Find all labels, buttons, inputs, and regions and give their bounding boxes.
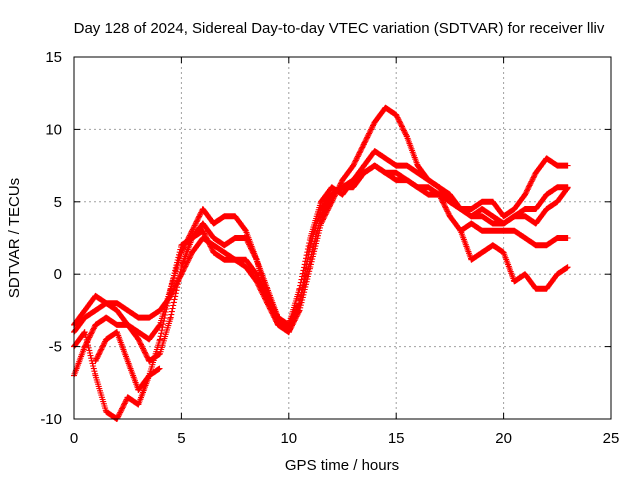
data-points [71, 104, 571, 422]
x-tick-label: 15 [388, 430, 405, 447]
x-tick-label: 5 [177, 430, 185, 447]
x-axis-label: GPS time / hours [285, 457, 399, 474]
x-tick-label: 20 [495, 430, 512, 447]
plot-frame [73, 56, 612, 420]
y-axis-label: SDTVAR / TECUs [6, 178, 23, 298]
y-tick-label: 5 [54, 194, 62, 211]
series-points [71, 104, 571, 365]
y-tick-label: 0 [54, 266, 62, 283]
series-points [457, 227, 571, 292]
chart-title: Day 128 of 2024, Sidereal Day-to-day VTE… [74, 20, 605, 37]
y-tick-label: 10 [45, 121, 62, 138]
y-tick-label: -10 [40, 411, 62, 428]
y-tick-label: -5 [49, 339, 62, 356]
series-points [71, 148, 571, 379]
x-tick-label: 10 [280, 430, 297, 447]
series-track-5 [457, 227, 571, 292]
x-tick-label: 25 [603, 430, 620, 447]
series-points [92, 329, 163, 393]
series-track-2 [71, 148, 571, 379]
series-track-3 [71, 104, 571, 365]
series-track-6 [92, 329, 163, 393]
y-tick-label: 15 [45, 49, 62, 66]
y-axis-ticks: -10 -5 0 5 10 15 [40, 49, 611, 428]
x-axis-ticks: 0 5 10 15 20 25 [70, 57, 620, 447]
x-tick-label: 0 [70, 430, 78, 447]
